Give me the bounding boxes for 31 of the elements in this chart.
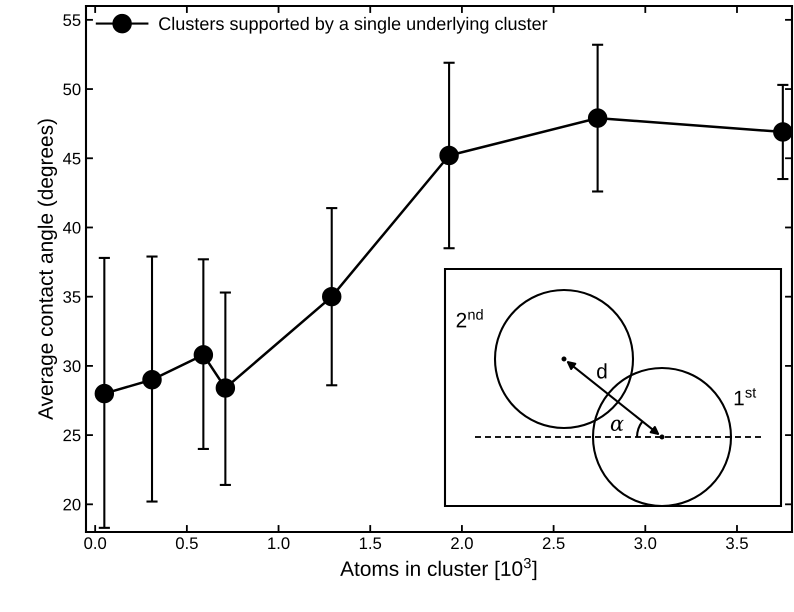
- x-tick-label: 1.5: [360, 537, 382, 550]
- y-tick-label: 25: [63, 430, 80, 442]
- y-tick-label: 20: [63, 498, 80, 511]
- point: [439, 146, 459, 166]
- y-tick-label: 45: [62, 152, 80, 164]
- y-tick-label: 35: [63, 291, 80, 303]
- annotation: 2$^{nd}$: [456, 309, 483, 328]
- x-tick-label: 0.5: [176, 537, 198, 550]
- x-tick-label: 3.5: [726, 537, 748, 550]
- point: [773, 122, 792, 142]
- legend-label: Clusters supported by a single underlying cluster: [159, 16, 548, 34]
- y-axis-title: Average contact angle (degrees): [38, 119, 58, 420]
- y-tick-label: 30: [63, 360, 80, 372]
- annotation: d: [597, 363, 606, 379]
- y-tick-label: 50: [63, 83, 80, 96]
- y-tick-label: 55: [63, 14, 80, 26]
- x-tick-label: 3.0: [634, 537, 656, 550]
- y-tick-label: 40: [62, 222, 80, 234]
- x-tick-label: 0.0: [84, 537, 106, 550]
- x-tick-label: 1.0: [268, 537, 290, 550]
- x-tick-label: 2.0: [451, 537, 473, 550]
- point: [588, 108, 608, 128]
- point: [322, 286, 342, 306]
- annotation: α: [610, 420, 624, 432]
- point: [142, 370, 162, 390]
- point: [94, 384, 114, 404]
- point: [194, 345, 214, 365]
- x-tick-label: 2.5: [542, 537, 564, 550]
- point: [216, 378, 236, 398]
- annotation: 1$^{st}$: [734, 388, 756, 406]
- x-axis-title: Atoms in cluster [10$^{3}$]: [340, 558, 536, 580]
